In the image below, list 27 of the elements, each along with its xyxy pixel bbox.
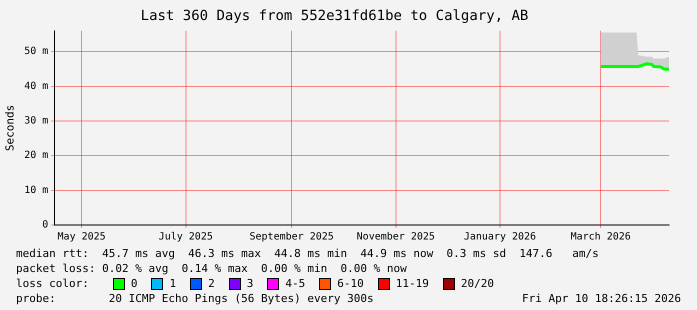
chart-title: Last 360 Days from 552e31fd61be to Calgary, AB [140, 8, 528, 24]
x-tick-label: September 2025 [249, 232, 334, 243]
y-tick-label: 20 m [24, 150, 48, 162]
y-tick-label: 30 m [24, 116, 48, 127]
text: packet loss: 0.02 % avg 0.14 % max 0.00 % min 0.00 % now [16, 261, 408, 276]
y-tick-label: 40 m [24, 80, 48, 92]
text: median rtt: 45.7 ms avg 46.3 ms max 44.8 ms min 44.9 ms now 0.3 ms sd 147.6 am/s [16, 246, 600, 261]
x-tick-label: January 2026 [464, 232, 536, 243]
x-tick-label: May 2025 [58, 232, 106, 243]
text: 4-5 [285, 277, 306, 290]
text: 2 [208, 277, 215, 290]
text: 1 [169, 277, 176, 290]
y-tick-label: 10 m [24, 184, 48, 196]
text: loss color: [16, 277, 89, 290]
y-tick-label: 50 m [24, 46, 48, 58]
text: 0 [130, 277, 138, 290]
x-tick-label: July 2025 [158, 232, 213, 243]
x-tick-label: March 2026 [570, 232, 631, 243]
text: 20/20 [460, 277, 494, 290]
text: 6-10 [337, 277, 364, 290]
y-tick-label: 0 [42, 220, 48, 231]
x-tick-label: November 2025 [356, 232, 435, 243]
text: probe: 20 ICMP Echo Pings (56 Bytes) every 300s [16, 292, 374, 305]
text: 11-19 [396, 277, 429, 290]
y-axis-title: Seconds [3, 104, 16, 152]
text: Fri Apr 10 18:26:15 2026 [522, 292, 681, 305]
text: 3 [246, 277, 254, 290]
